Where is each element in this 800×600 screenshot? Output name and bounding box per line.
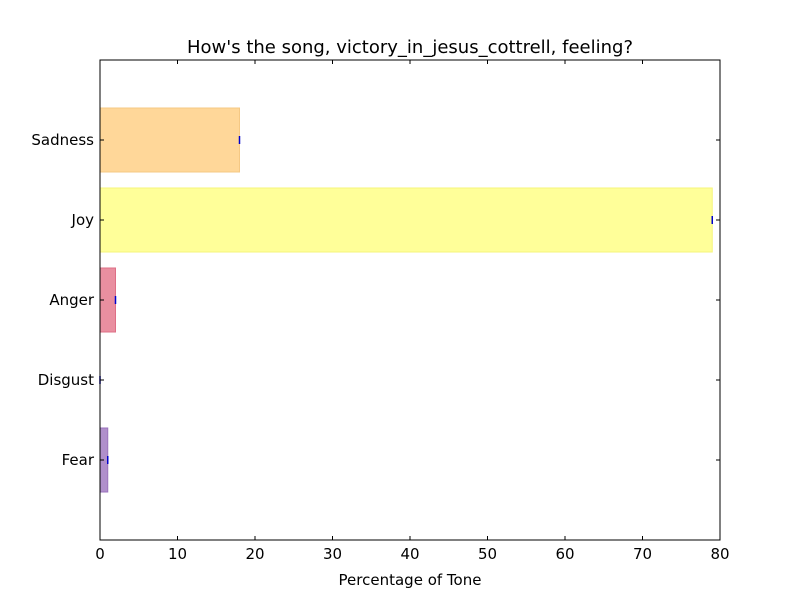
x-axis-ticks: 0 10 20 30 40 50 60 70 80 (95, 60, 730, 563)
x-axis-label: Percentage of Tone (339, 571, 482, 589)
x-tick-label-10: 10 (168, 545, 187, 563)
chart-title: How's the song, victory_in_jesus_cottrel… (187, 37, 633, 58)
x-tick-label-0: 0 (95, 545, 105, 563)
y-tick-label-sadness: Sadness (31, 131, 94, 149)
bar-joy (99, 187, 713, 253)
y-tick-label-joy: Joy (71, 211, 95, 229)
y-tick-label-anger: Anger (49, 291, 95, 309)
x-tick-label-70: 70 (633, 545, 652, 563)
y-axis-ticks: Fear Disgust Anger Joy Sadness (31, 131, 720, 469)
bar-sadness (99, 107, 240, 173)
x-tick-label-20: 20 (245, 545, 264, 563)
y-tick-label-fear: Fear (62, 451, 95, 469)
plot-frame (99, 59, 721, 541)
bars-group (99, 107, 713, 493)
x-tick-label-60: 60 (555, 545, 574, 563)
x-tick-label-80: 80 (710, 545, 729, 563)
y-tick-label-disgust: Disgust (38, 371, 94, 389)
x-tick-label-30: 30 (323, 545, 342, 563)
x-tick-label-50: 50 (478, 545, 497, 563)
x-tick-label-40: 40 (400, 545, 419, 563)
